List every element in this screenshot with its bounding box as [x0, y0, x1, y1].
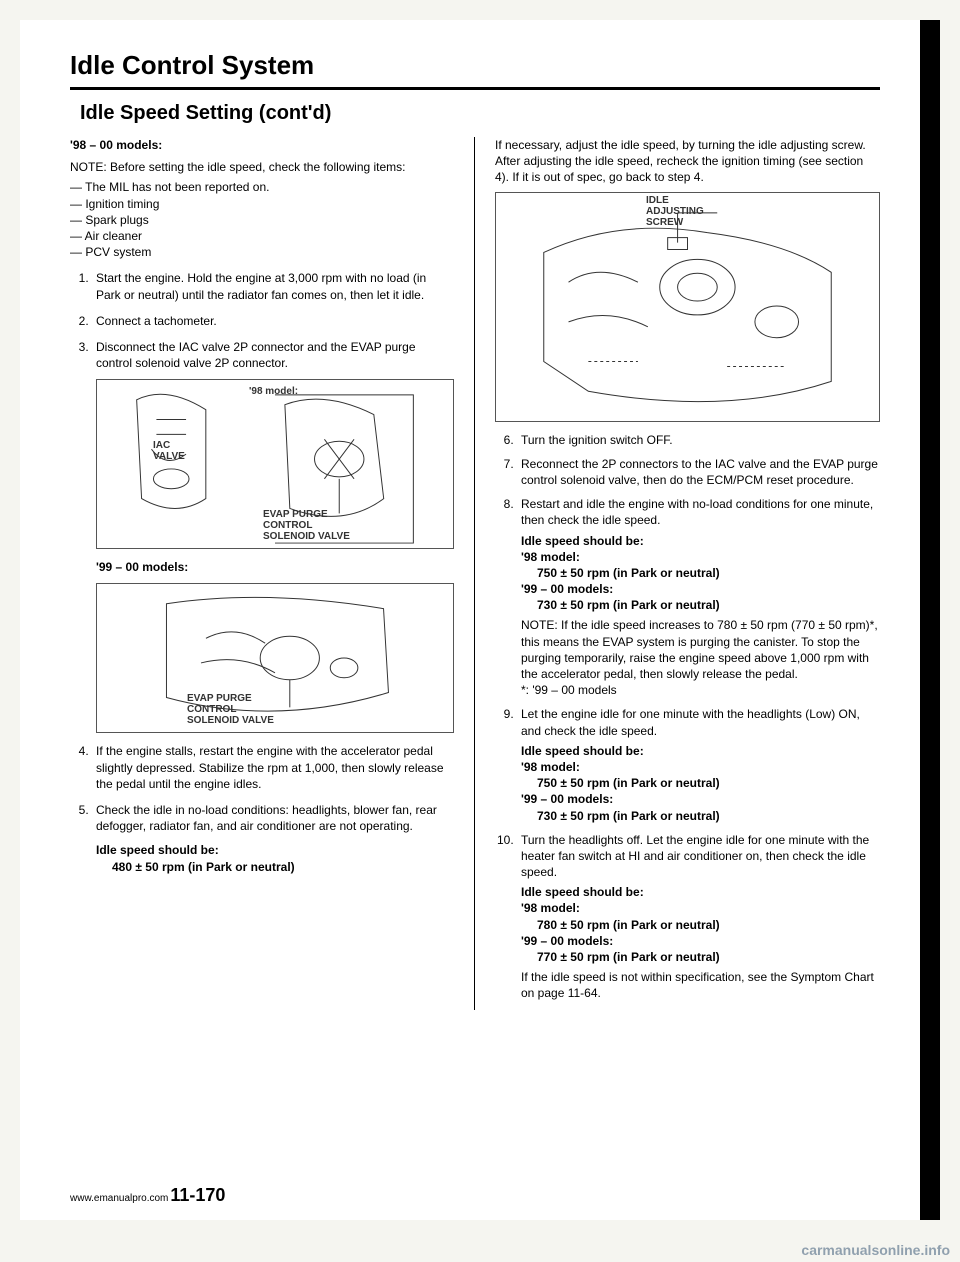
manual-page: Idle Control System Idle Speed Setting (…: [20, 20, 940, 1220]
model-heading: '98 – 00 models:: [70, 137, 454, 153]
step-item: Turn the ignition switch OFF.: [517, 432, 880, 448]
body-text: If necessary, adjust the idle speed, by …: [495, 137, 880, 153]
list-item: PCV system: [70, 244, 454, 260]
spec-model: '98 model:: [521, 900, 880, 916]
figure-label: IDLE ADJUSTING SCREW: [646, 195, 704, 228]
list-item: Air cleaner: [70, 228, 454, 244]
step-item: Reconnect the 2P connectors to the IAC v…: [517, 456, 880, 488]
spec-value: 770 ± 50 rpm (in Park or neutral): [537, 949, 880, 965]
spec-model: '98 model:: [521, 759, 880, 775]
right-column: If necessary, adjust the idle speed, by …: [475, 137, 880, 1010]
edge-tab: [920, 1080, 940, 1140]
spec-value: 730 ± 50 rpm (in Park or neutral): [537, 808, 880, 824]
figure-idle-screw: IDLE ADJUSTING SCREW: [495, 192, 880, 422]
list-item: The MIL has not been reported on.: [70, 179, 454, 195]
step-text: Check the idle in no-load conditions: he…: [96, 803, 437, 833]
step-text: Let the engine idle for one minute with …: [521, 707, 860, 737]
check-list: The MIL has not been reported on. Igniti…: [70, 179, 454, 260]
step-item: Disconnect the IAC valve 2P connector an…: [92, 339, 454, 734]
list-item: Ignition timing: [70, 196, 454, 212]
spec-value: 750 ± 50 rpm (in Park or neutral): [537, 565, 880, 581]
section-subtitle: Idle Speed Setting (cont'd): [80, 102, 880, 125]
divider: [70, 87, 880, 90]
figure-label: '98 model:: [249, 386, 298, 397]
spec-heading: Idle speed should be:: [521, 884, 880, 900]
procedure-steps: Start the engine. Hold the engine at 3,0…: [70, 270, 454, 874]
source-watermark: www.emanualpro.com: [70, 1193, 168, 1204]
model-heading: '99 – 00 models:: [96, 559, 454, 575]
spec-model: '99 – 00 models:: [521, 791, 880, 807]
engine-diagram-icon: [97, 584, 453, 732]
spec-model: '99 – 00 models:: [521, 581, 880, 597]
figure-label: IAC VALVE: [153, 440, 185, 462]
page-number: www.emanualpro.com11-170: [70, 1185, 225, 1206]
list-item: Spark plugs: [70, 212, 454, 228]
step-item: Restart and idle the engine with no-load…: [517, 496, 880, 698]
spec-value: 780 ± 50 rpm (in Park or neutral): [537, 917, 880, 933]
spec-model: '99 – 00 models:: [521, 933, 880, 949]
figure-evap-valve: EVAP PURGE CONTROL SOLENOID VALVE: [96, 583, 454, 733]
figure-iac-valve: '98 model: IAC VALVE EVAP PURGE CONTROL …: [96, 379, 454, 549]
figure-label: EVAP PURGE CONTROL SOLENOID VALVE: [263, 509, 350, 542]
body-text: After adjusting the idle speed, recheck …: [495, 153, 880, 185]
footnote: *: '99 – 00 models: [521, 682, 880, 698]
watermark: carmanualsonline.info: [801, 1242, 950, 1258]
page-title: Idle Control System: [70, 50, 880, 81]
spec-value: 480 ± 50 rpm (in Park or neutral): [112, 859, 454, 875]
spec-value: 730 ± 50 rpm (in Park or neutral): [537, 597, 880, 613]
procedure-steps-continued: Turn the ignition switch OFF. Reconnect …: [495, 432, 880, 1002]
step-item: Let the engine idle for one minute with …: [517, 706, 880, 823]
step-item: Start the engine. Hold the engine at 3,0…: [92, 270, 454, 302]
figure-label: EVAP PURGE CONTROL SOLENOID VALVE: [187, 693, 274, 726]
edge-tab: [920, 620, 940, 690]
note-text: NOTE: Before setting the idle speed, che…: [70, 159, 454, 175]
spec-heading: Idle speed should be:: [521, 743, 880, 759]
step-item: Connect a tachometer.: [92, 313, 454, 329]
step-item: Turn the headlights off. Let the engine …: [517, 832, 880, 1002]
note-text: NOTE: If the idle speed increases to 780…: [521, 617, 880, 682]
step-text: Turn the headlights off. Let the engine …: [521, 833, 869, 879]
spec-heading: Idle speed should be:: [96, 842, 454, 858]
spec-model: '98 model:: [521, 549, 880, 565]
spec-value: 750 ± 50 rpm (in Park or neutral): [537, 775, 880, 791]
trailing-text: If the idle speed is not within specific…: [521, 969, 880, 1001]
two-column-body: '98 – 00 models: NOTE: Before setting th…: [70, 137, 880, 1010]
left-column: '98 – 00 models: NOTE: Before setting th…: [70, 137, 475, 1010]
step-item: If the engine stalls, restart the engine…: [92, 743, 454, 792]
step-text: Restart and idle the engine with no-load…: [521, 497, 873, 527]
spec-heading: Idle speed should be:: [521, 533, 880, 549]
edge-tab: [920, 140, 940, 200]
step-text: Disconnect the IAC valve 2P connector an…: [96, 340, 416, 370]
step-item: Check the idle in no-load conditions: he…: [92, 802, 454, 875]
